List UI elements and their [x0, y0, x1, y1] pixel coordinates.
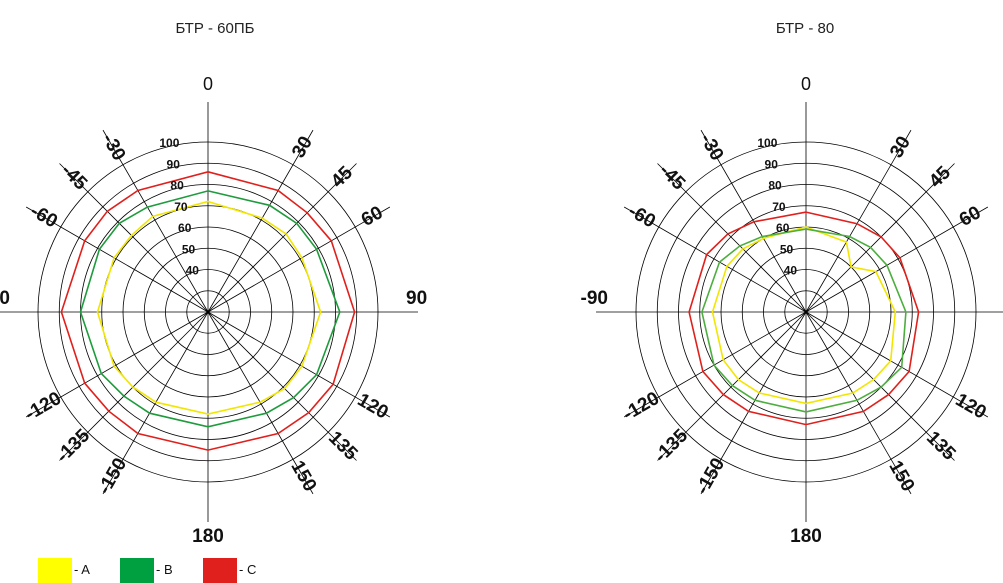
legend-label-b: - B — [156, 562, 173, 577]
angle-label: 180 — [192, 526, 224, 547]
grid-spoke — [59, 311, 209, 461]
radial-tick-label: 80 — [170, 179, 184, 193]
legend-label-c: - C — [239, 562, 256, 577]
radial-tick-label: 50 — [780, 242, 794, 256]
chart-title: БТР - 80 — [776, 20, 834, 37]
radial-tick-label: 70 — [174, 200, 188, 214]
legend: - A - B - C — [38, 558, 256, 583]
angle-label: 150 — [286, 457, 320, 495]
grid-spoke — [805, 311, 989, 418]
series-line-a — [96, 200, 322, 415]
angle-label: -60 — [625, 201, 659, 233]
grid-spoke — [207, 311, 357, 461]
angle-label: 180 — [790, 526, 822, 547]
angle-label: -135 — [650, 425, 692, 467]
radial-tick-label: 60 — [776, 221, 790, 235]
polar-chart-btr-80: БТР - 80 4050607080901000304560901201351… — [581, 20, 1003, 547]
angle-label: -30 — [695, 130, 727, 164]
grid-spoke — [207, 311, 314, 495]
grid-spoke — [623, 206, 807, 313]
angle-label: 0 — [801, 74, 811, 94]
angle-label: 30 — [288, 133, 317, 162]
grid-spoke — [102, 129, 209, 313]
grid-spoke — [207, 129, 314, 313]
angle-label: 120 — [354, 390, 392, 424]
grid-spoke — [805, 206, 989, 313]
angle-label: -30 — [97, 130, 129, 164]
chart-title: БТР - 60ПБ — [176, 20, 255, 37]
angle-label: 0 — [203, 74, 213, 94]
legend-swatch-c — [203, 558, 237, 583]
radial-tick-label: 90 — [167, 157, 181, 171]
angle-label: -45 — [655, 160, 690, 195]
legend-swatch-a — [38, 558, 72, 583]
grid-spoke — [657, 311, 807, 461]
series-line-a — [711, 226, 897, 405]
grid-spoke — [623, 311, 807, 418]
radial-tick-label: 70 — [772, 200, 786, 214]
grid-spoke — [59, 163, 209, 313]
legend-swatch-b — [120, 558, 154, 583]
series-line-c — [688, 211, 920, 426]
angle-label: -60 — [27, 201, 61, 233]
grid-spoke — [805, 311, 912, 495]
grid-spoke — [805, 311, 955, 461]
grid-spoke — [207, 206, 391, 313]
angle-label: -90 — [581, 288, 608, 309]
radial-tick-label: 100 — [757, 136, 777, 150]
angle-label: 135 — [324, 427, 362, 465]
angle-label: 135 — [922, 427, 960, 465]
angle-label: 45 — [327, 162, 357, 192]
polar-chart-btr-60pb: БТР - 60ПБ 40506070809010003045609012013… — [0, 20, 427, 547]
angle-label: 60 — [956, 202, 985, 231]
grid-spoke — [700, 311, 807, 495]
angle-label: -45 — [57, 160, 92, 195]
polar-grid — [596, 102, 1003, 522]
radial-tick-label: 90 — [765, 157, 779, 171]
radial-tick-label: 80 — [768, 179, 782, 193]
angle-label: 60 — [358, 202, 387, 231]
series-line-c — [60, 170, 356, 451]
polar-grid — [0, 102, 418, 522]
angle-label: 90 — [406, 288, 427, 309]
grid-spoke — [25, 311, 209, 418]
grid-spoke — [25, 206, 209, 313]
angle-label: -135 — [52, 425, 94, 467]
grid-spoke — [805, 129, 912, 313]
angle-label: 120 — [952, 390, 990, 424]
angle-label: 150 — [884, 457, 918, 495]
radial-tick-label: 100 — [159, 136, 179, 150]
series-line-b — [79, 190, 341, 428]
grid-spoke — [805, 163, 955, 313]
grid-spoke — [207, 163, 357, 313]
angle-label: 45 — [925, 162, 955, 192]
grid-spoke — [102, 311, 209, 495]
radial-tick-label: 40 — [784, 264, 798, 278]
radial-tick-label: 50 — [182, 242, 196, 256]
series-line-b — [701, 228, 907, 413]
grid-spoke — [207, 311, 391, 418]
angle-label: 30 — [886, 133, 915, 162]
radial-tick-label: 40 — [186, 264, 200, 278]
radial-tick-label: 60 — [178, 221, 192, 235]
legend-label-a: - A — [74, 562, 90, 577]
angle-label: -90 — [0, 288, 10, 309]
grid-spoke — [657, 163, 807, 313]
grid-spoke — [700, 129, 807, 313]
